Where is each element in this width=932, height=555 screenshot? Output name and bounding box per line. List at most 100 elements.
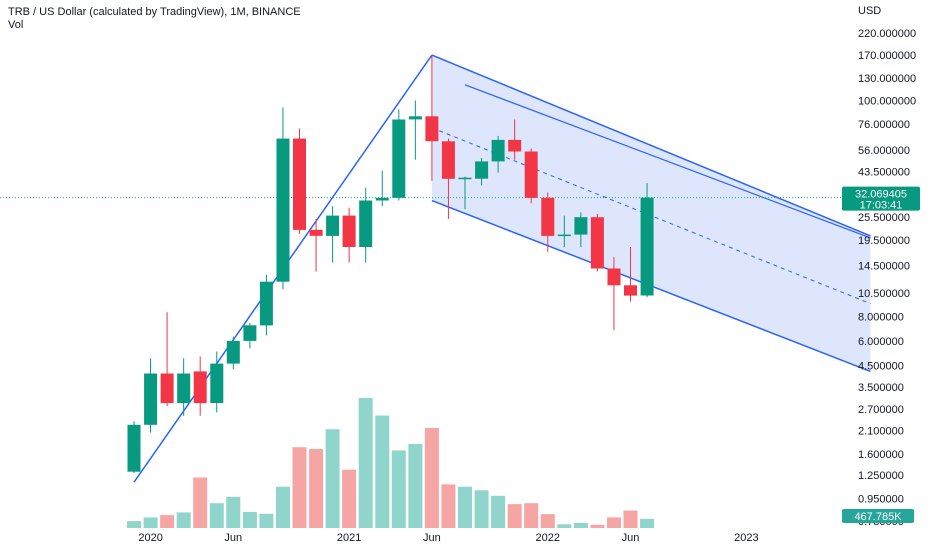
symbol-title[interactable]: TRB / US Dollar (calculated by TradingVi…	[8, 6, 301, 18]
volume-bar	[441, 484, 456, 528]
volume-bar	[524, 503, 539, 528]
candle-body	[193, 371, 207, 404]
volume-bar	[358, 398, 373, 528]
candle-body	[243, 325, 257, 341]
volume-bar	[507, 504, 522, 528]
volume-legend-label[interactable]: Vol	[8, 19, 24, 31]
volume-bar	[590, 524, 605, 528]
volume-bar	[424, 427, 439, 528]
time-axis[interactable]: 2020 Jun 2021 Jun 2022 Jun 2023	[138, 532, 758, 544]
price-tick-label: 100.000000	[858, 95, 916, 107]
candle-body	[624, 285, 637, 296]
candle	[458, 176, 472, 210]
candle	[524, 148, 538, 204]
candle-body	[491, 139, 505, 162]
volume-value-label: 467.785K	[854, 511, 902, 523]
volume-bar	[209, 503, 224, 528]
candle-body	[607, 268, 621, 286]
channel-upper-line[interactable]	[431, 54, 871, 237]
price-tick-label: 130.000000	[858, 73, 916, 85]
volume-bar	[573, 522, 588, 528]
candle-body	[309, 229, 323, 236]
candle	[210, 351, 224, 413]
candle-body	[127, 424, 141, 472]
time-tick-label: Jun	[423, 532, 441, 544]
current-price-label: 32.069405	[855, 189, 907, 201]
volume-badge: 467.785K	[842, 509, 914, 523]
candle-body	[210, 363, 224, 403]
channel-median-line	[431, 127, 871, 305]
volume-bar	[325, 429, 340, 528]
candle	[342, 207, 356, 263]
time-tick-label: 2022	[536, 532, 560, 544]
candle-body	[541, 197, 555, 236]
candle-body	[359, 200, 373, 247]
regression-channel[interactable]	[133, 54, 871, 483]
candle	[375, 170, 389, 207]
candle-body	[326, 215, 340, 236]
candle-body	[160, 373, 174, 404]
price-tick-label: 220.000000	[858, 28, 916, 40]
candles	[127, 55, 654, 473]
candle-body	[375, 197, 389, 201]
volume-bar	[623, 510, 638, 528]
price-tick-label: 25.500000	[858, 212, 910, 224]
candle	[293, 128, 306, 234]
volume-bar	[342, 469, 357, 528]
time-tick-label: Jun	[224, 532, 242, 544]
price-tick-label: 0.950000	[858, 494, 904, 506]
volume-bar	[242, 511, 257, 528]
volume-bar	[292, 447, 307, 528]
volume-bar	[193, 477, 208, 528]
candle-body	[441, 141, 455, 179]
time-tick-label: 2021	[337, 532, 361, 544]
candle-body	[458, 177, 472, 180]
countdown-label: 17:03:41	[860, 200, 903, 212]
candle	[508, 119, 522, 160]
price-tick-label: 3.500000	[858, 382, 904, 394]
volume-bar	[458, 486, 472, 528]
price-tick-label: 56.000000	[858, 145, 910, 157]
price-tick-label: 4.500000	[858, 361, 904, 373]
candle	[590, 213, 604, 272]
candle	[441, 138, 455, 219]
candle-body	[524, 151, 538, 198]
volume-bar	[557, 524, 572, 528]
volume-bar	[276, 486, 290, 528]
candle	[276, 107, 290, 290]
volume-bar	[176, 512, 191, 528]
volume-bar	[540, 514, 555, 528]
current-price-badge: 32.069405 17:03:41	[842, 186, 920, 212]
candle-body	[276, 138, 290, 282]
candle	[127, 421, 141, 473]
price-tick-label: 1.250000	[858, 470, 904, 482]
candle	[491, 135, 505, 173]
volume-bar	[259, 513, 274, 528]
candle	[309, 218, 323, 272]
candle	[326, 206, 340, 263]
candle-body	[293, 138, 306, 230]
price-tick-label: 8.000000	[858, 311, 904, 323]
candle	[259, 274, 273, 336]
time-tick-label: 2020	[138, 532, 162, 544]
candle	[574, 212, 588, 247]
volume-bar	[309, 449, 324, 528]
volume-bars	[127, 398, 655, 528]
candle	[475, 158, 489, 186]
volume-bar	[375, 415, 390, 528]
candle-body	[574, 217, 588, 235]
channel-upper-line-extension[interactable]	[464, 84, 871, 239]
candle	[144, 358, 158, 433]
price-tick-label: 10.500000	[858, 288, 910, 300]
candle-body	[590, 217, 604, 269]
volume-bar	[491, 495, 506, 528]
price-tick-label: 19.500000	[858, 235, 910, 247]
price-axis[interactable]: USD 220.000000 170.000000 130.000000 100.00…	[842, 5, 920, 528]
price-tick-label: 14.500000	[858, 261, 910, 273]
volume-bar	[391, 450, 406, 528]
volume-bar	[226, 496, 241, 528]
volume-bar	[408, 443, 423, 528]
candle-body	[342, 215, 356, 247]
